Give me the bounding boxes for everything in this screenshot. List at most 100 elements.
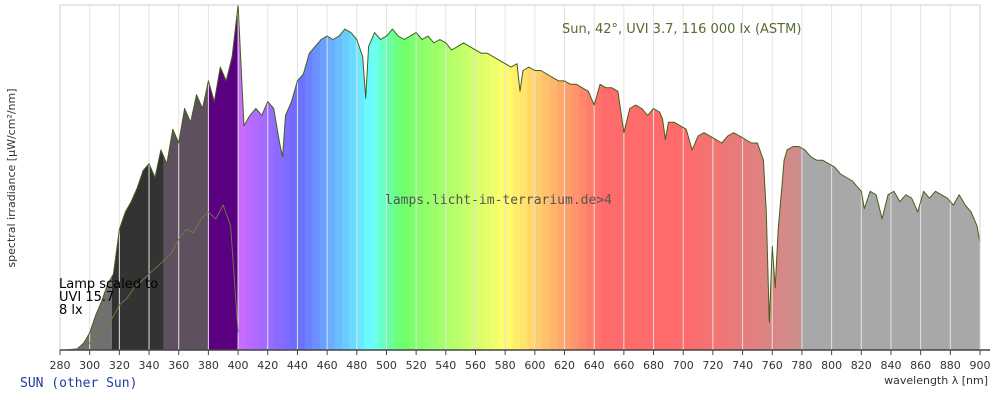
band-visible [349,5,358,350]
band-visible [623,5,632,350]
band-visible [787,5,795,350]
band-visible [505,5,514,350]
band-visible [549,5,558,350]
band-visible [468,5,476,350]
x-tick-label: 760 [762,359,783,372]
band-visible [542,5,551,350]
band-visible [356,5,365,350]
band-visible [445,5,454,350]
band-visible [668,5,677,350]
sun-series-label: Sun, 42°, UVI 3.7, 116 000 lx (ASTM) [562,22,802,37]
x-tick-label: 420 [257,359,278,372]
band-visible [579,5,588,350]
band-visible [438,5,447,350]
plot-frame [59,4,990,351]
x-tick-label: 780 [791,359,812,372]
x-tick-label: 520 [406,359,427,372]
x-tick-label: 860 [910,359,931,372]
x-tick-label: 440 [287,359,308,372]
x-tick-label: 540 [435,359,456,372]
lamp-note-line2: UVI 15.7 [59,290,115,305]
band-visible [453,5,462,350]
band-visible [564,5,573,350]
x-tick-label: 820 [851,359,872,372]
band-visible [319,5,328,350]
lamp-note-line3: 8 lx [59,303,83,318]
band-visible [653,5,662,350]
band-visible [423,5,432,350]
band-visible [594,5,603,350]
band-visible [290,5,298,350]
band-visible [393,5,402,350]
band-visible [275,5,284,350]
grid-stripe-overlay [60,120,980,159]
y-axis-title: spectral irradiance [µW/cm²/nm] [5,88,18,268]
spectrum-mask [60,5,980,350]
band-visible [727,5,736,350]
band-visible [245,5,254,350]
y-axis-title-wrap: spectral irradiance [µW/cm²/nm] [2,48,20,308]
x-tick-label: 280 [50,359,71,372]
band-visible [690,5,699,350]
band-visible [638,5,647,350]
band-visible [364,5,373,350]
band-visible [252,5,261,350]
band-visible [416,5,424,350]
x-tick-label: 900 [970,359,991,372]
x-tick-label: 680 [643,359,664,372]
band-visible [475,5,484,350]
grid-stripe-overlay [60,274,980,313]
band-visible [497,5,506,350]
lamp-scaling-note: Lamp scaled to UVI 15.7 8 lx [59,278,158,317]
band-visible [534,5,543,350]
band-visible [557,5,565,350]
x-tick-label: 380 [198,359,219,372]
x-tick-label: 800 [821,359,842,372]
x-tick-label: 620 [554,359,575,372]
band-visible [408,5,417,350]
x-tick-label: 560 [465,359,486,372]
band-visible [779,5,788,350]
band-visible [660,5,669,350]
band-visible [571,5,580,350]
x-axis-title: wavelength λ [nm] [884,374,988,387]
x-tick-label: 400 [228,359,249,372]
band-visible [675,5,684,350]
band-visible [794,5,803,350]
band-visible [683,5,692,350]
band-visible [260,5,269,350]
band-visible [712,5,721,350]
band-visible [609,5,617,350]
band-visible [282,5,291,350]
band-visible [750,5,758,350]
band-visible [616,5,625,350]
band-visible [631,5,640,350]
band-visible [482,5,491,350]
x-tick-label: 720 [702,359,723,372]
x-tick-label: 320 [109,359,130,372]
band-visible [334,5,343,350]
x-tick-label: 660 [613,359,634,372]
band-visible [341,5,350,350]
x-tick-label: 640 [584,359,605,372]
lamp-series-line [83,204,239,351]
grid-stripe-overlay [60,43,980,82]
x-tick-label: 460 [317,359,338,372]
band-visible [386,5,395,350]
band-visible [601,5,610,350]
band-visible [297,5,306,350]
band-visible [401,5,410,350]
x-tick-label: 340 [139,359,160,372]
x-tick-label: 740 [732,359,753,372]
sun-source-link[interactable]: SUN (other Sun) [20,376,138,391]
x-tick-label: 480 [346,359,367,372]
x-tick-label: 700 [673,359,694,372]
band-visible [742,5,751,350]
x-tick-label: 300 [79,359,100,372]
band-visible [520,5,528,350]
band-visible [705,5,714,350]
band-visible [379,5,387,350]
band-visible [512,5,521,350]
band-visible [304,5,313,350]
